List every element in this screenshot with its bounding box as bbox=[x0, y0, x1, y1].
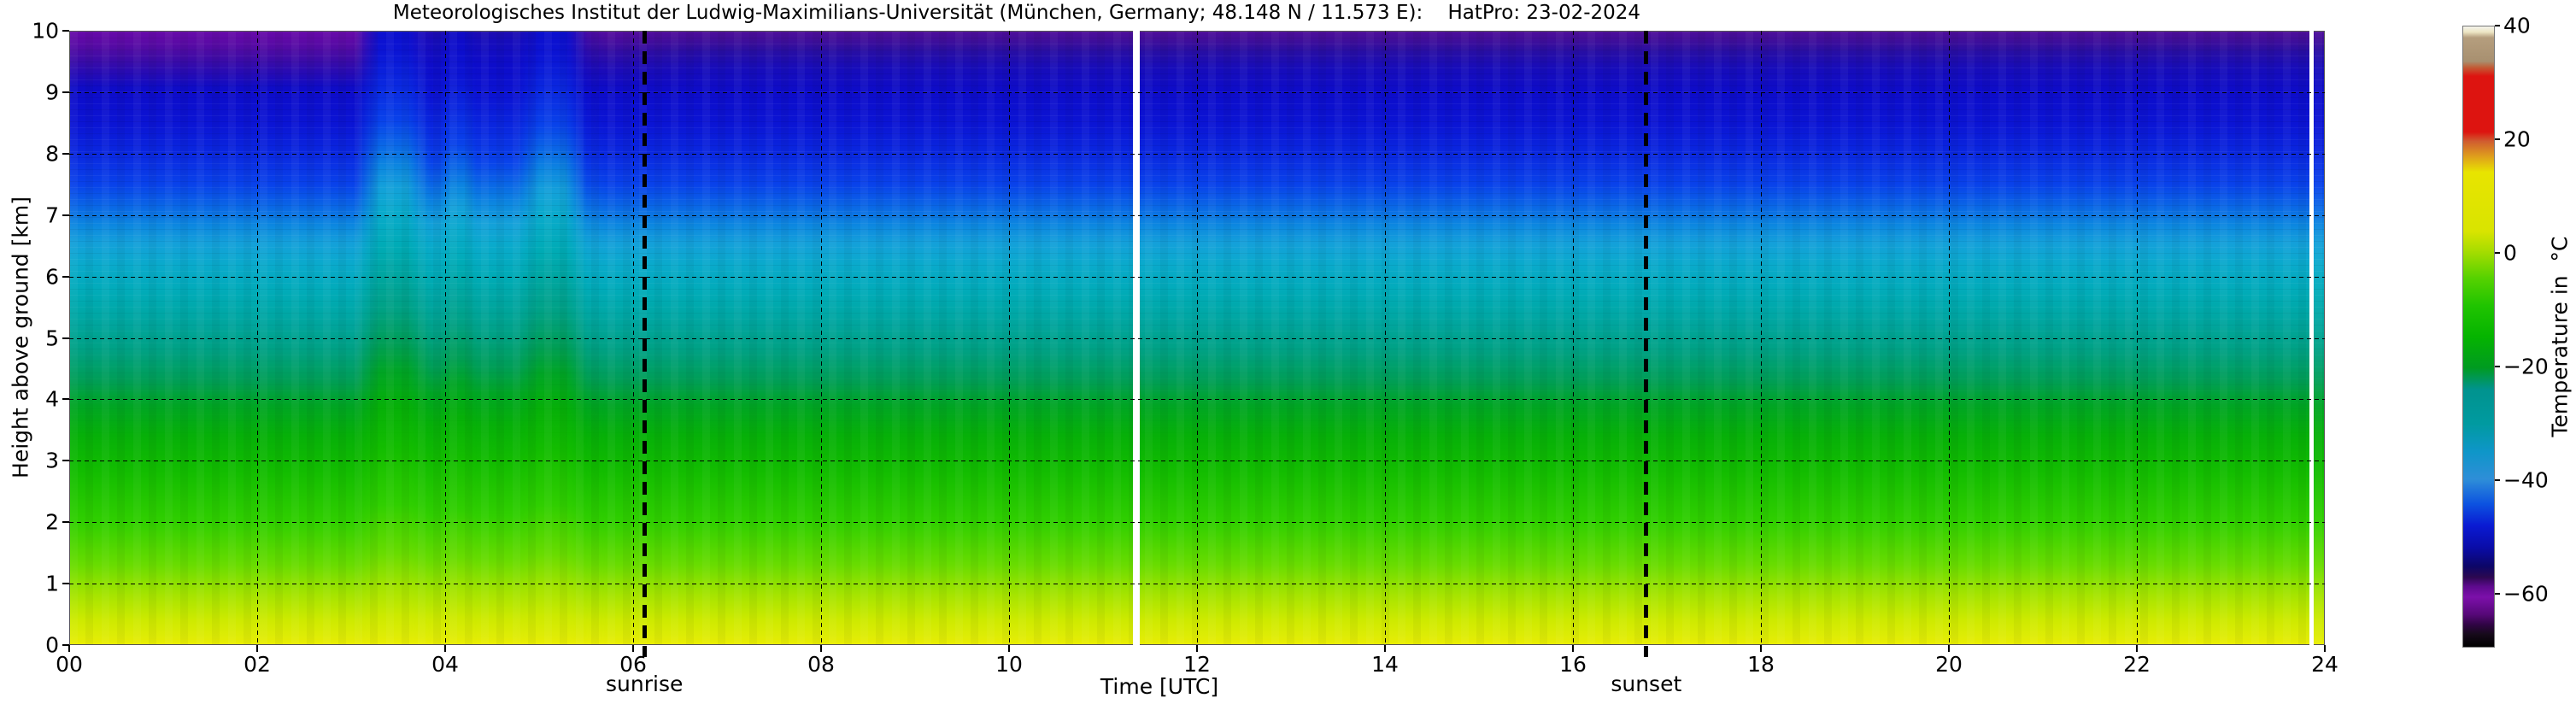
x-tick-mark bbox=[1760, 645, 1762, 652]
x-tick-label-12: 12 bbox=[1183, 652, 1211, 677]
x-tick-mark bbox=[1948, 645, 1950, 652]
y-gridline bbox=[69, 214, 2325, 216]
cbar-tick-label--40: −40 bbox=[2503, 467, 2549, 493]
y-tick-mark bbox=[62, 337, 69, 339]
y-tick-label-7: 7 bbox=[45, 202, 59, 228]
y-tick-mark bbox=[62, 521, 69, 524]
y-tick-mark bbox=[62, 275, 69, 278]
y-gridline bbox=[69, 337, 2325, 339]
x-tick-label-14: 14 bbox=[1371, 652, 1399, 677]
y-tick-mark bbox=[62, 644, 69, 646]
cbar-tick-mark bbox=[2495, 251, 2500, 254]
x-tick-mark bbox=[68, 645, 70, 652]
x-tick-mark bbox=[256, 645, 258, 652]
figure-title: Meteorologisches Institut der Ludwig-Max… bbox=[392, 2, 1641, 24]
y-tick-label-4: 4 bbox=[45, 386, 59, 412]
cbar-tick-label-20: 20 bbox=[2503, 126, 2531, 152]
y-tick-label-6: 6 bbox=[45, 264, 59, 290]
x-tick-mark bbox=[1008, 645, 1010, 652]
x-tick-mark bbox=[820, 645, 822, 652]
y-tick-label-5: 5 bbox=[45, 326, 59, 350]
x-tick-label-02: 02 bbox=[244, 652, 271, 677]
cbar-tick-mark bbox=[2495, 478, 2500, 481]
cbar-tick-mark bbox=[2495, 138, 2500, 140]
colorbar bbox=[2462, 26, 2495, 648]
sunset-label: sunset bbox=[1611, 672, 1682, 696]
x-tick-label-16: 16 bbox=[1559, 652, 1587, 677]
y-tick-label-2: 2 bbox=[45, 509, 59, 535]
cbar-tick-label-0: 0 bbox=[2503, 240, 2517, 266]
y-tick-mark bbox=[62, 214, 69, 216]
x-tick-mark bbox=[1196, 645, 1198, 652]
x-tick-label-10: 10 bbox=[995, 652, 1023, 677]
cbar-tick-label-40: 40 bbox=[2503, 13, 2531, 38]
y-gridline bbox=[69, 91, 2325, 93]
cbar-tick-mark bbox=[2495, 365, 2500, 367]
y-tick-mark bbox=[62, 398, 69, 401]
x-tick-mark bbox=[1572, 645, 1574, 652]
x-tick-mark bbox=[444, 645, 446, 652]
y-tick-mark bbox=[62, 152, 69, 155]
y-tick-label-3: 3 bbox=[45, 448, 59, 473]
x-tick-mark bbox=[1384, 645, 1386, 652]
y-axis-label: Height above ground [km] bbox=[8, 197, 33, 478]
x-tick-label-08: 08 bbox=[807, 652, 835, 677]
y-gridline bbox=[69, 276, 2325, 278]
x-tick-label-20: 20 bbox=[1935, 652, 1963, 677]
cbar-tick-label--60: −60 bbox=[2503, 581, 2549, 607]
x-tick-mark bbox=[2136, 645, 2138, 652]
x-tick-mark bbox=[632, 645, 634, 652]
y-tick-label-10: 10 bbox=[32, 18, 59, 44]
y-tick-mark bbox=[62, 460, 69, 462]
x-tick-label-24: 24 bbox=[2311, 652, 2338, 677]
cbar-tick-mark bbox=[2495, 592, 2500, 595]
x-tick-label-06: 06 bbox=[619, 652, 647, 677]
y-tick-label-9: 9 bbox=[45, 79, 59, 105]
x-tick-label-00: 00 bbox=[56, 652, 83, 677]
x-tick-label-22: 22 bbox=[2123, 652, 2151, 677]
x-tick-mark bbox=[2324, 645, 2326, 652]
y-tick-label-0: 0 bbox=[45, 632, 59, 658]
x-tick-label-18: 18 bbox=[1747, 652, 1775, 677]
sunset-line bbox=[1644, 31, 1649, 657]
y-gridline bbox=[69, 522, 2325, 524]
cbar-tick-label--20: −20 bbox=[2503, 354, 2549, 379]
y-gridline bbox=[69, 153, 2325, 155]
x-axis-label: Time [UTC] bbox=[1100, 674, 1219, 699]
sunrise-line bbox=[642, 31, 647, 657]
colorbar-label: Temperature in °C bbox=[2547, 236, 2573, 437]
y-tick-mark bbox=[62, 30, 69, 32]
y-tick-mark bbox=[62, 583, 69, 585]
cbar-tick-mark bbox=[2495, 25, 2500, 26]
y-gridline bbox=[69, 399, 2325, 401]
sunrise-label: sunrise bbox=[606, 672, 684, 696]
y-tick-label-8: 8 bbox=[45, 141, 59, 167]
y-tick-label-1: 1 bbox=[45, 571, 59, 596]
x-tick-label-04: 04 bbox=[431, 652, 459, 677]
y-tick-mark bbox=[62, 91, 69, 93]
